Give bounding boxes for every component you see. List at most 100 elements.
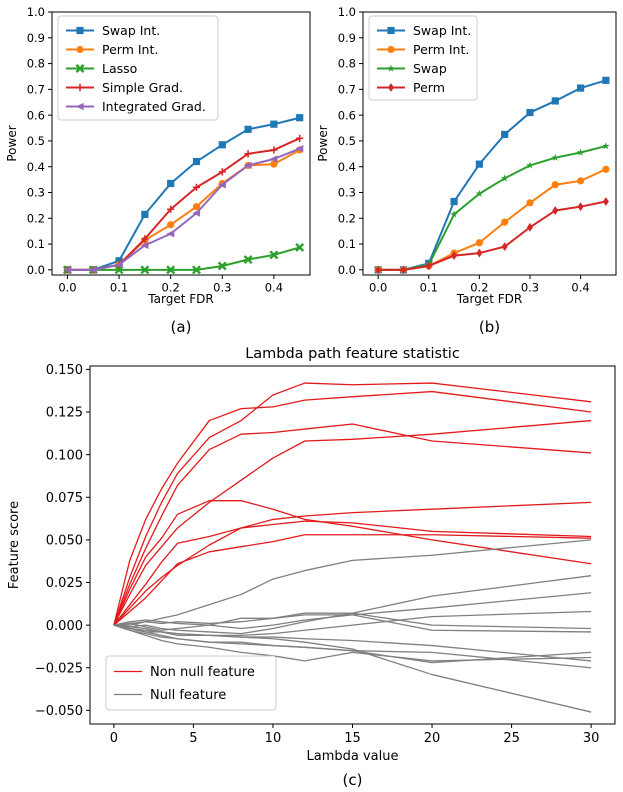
y-tick-label: 0.125 xyxy=(46,406,83,421)
x-axis: 0 5 10 15 20 25 30 xyxy=(110,724,600,746)
legend-marker xyxy=(76,45,84,54)
data-point xyxy=(500,174,509,182)
data-point xyxy=(476,248,483,258)
legend-box xyxy=(105,655,277,711)
data-point xyxy=(167,221,175,229)
legend-marker xyxy=(387,45,395,54)
y-tick-label: 0.3 xyxy=(27,186,45,200)
y-tick-label: 1.0 xyxy=(27,5,45,19)
x-axis-label: Target FDR xyxy=(456,292,522,306)
y-axis-label: Power xyxy=(316,125,330,161)
x-tick-label: 15 xyxy=(344,731,361,746)
series-line xyxy=(113,390,592,626)
legend-marker xyxy=(76,26,84,35)
y-tick-label: 0.000 xyxy=(46,619,83,634)
y-axis: 0.0 0.1 0.2 0.3 0.4 0.5 0.6 0.7 0.8 0.9 1.0 xyxy=(338,5,363,277)
legend-marker xyxy=(387,64,395,72)
series-line xyxy=(67,116,300,271)
legend-marker xyxy=(388,83,394,92)
legend-marker xyxy=(75,102,84,111)
panel-a: 0.0 0.1 0.2 0.3 0.40.00.10.20.30.40.50.60.70… xyxy=(5,5,311,336)
x-tick-label: 5 xyxy=(189,731,197,746)
y-axis-label: Feature score xyxy=(7,501,22,589)
y-tick-label: 0.9 xyxy=(27,31,45,45)
series-line xyxy=(67,149,301,271)
series-line xyxy=(67,246,300,271)
data-point xyxy=(192,209,201,217)
x-tick-label: 0.4 xyxy=(571,281,589,295)
data-point xyxy=(115,257,123,265)
data-point xyxy=(295,145,304,153)
series-line xyxy=(113,624,592,713)
x-tick-label: 0 xyxy=(110,731,118,746)
plot-frame xyxy=(362,11,617,276)
data-point xyxy=(192,203,201,211)
series-line xyxy=(378,200,607,271)
legend-label: Simple Grad. xyxy=(102,80,183,95)
data-point xyxy=(244,125,252,133)
data-point xyxy=(451,251,458,261)
y-tick-label: 0.4 xyxy=(27,160,45,174)
data-point xyxy=(243,161,252,170)
data-point xyxy=(400,265,407,275)
data-point xyxy=(217,261,227,271)
legend-marker xyxy=(387,26,395,35)
data-point xyxy=(425,261,432,271)
x-tick-label: 30 xyxy=(583,731,600,746)
legend-box xyxy=(368,15,478,101)
data-point xyxy=(244,150,252,158)
data-point xyxy=(192,265,201,275)
series-line xyxy=(113,500,592,626)
data-point xyxy=(192,157,201,166)
panel-c: 0 5 10 15 20 25 30 −0.050 −0.025 0.000 0.025 0.050 0… xyxy=(7,346,616,789)
data-point xyxy=(270,160,278,168)
legend: Non null feature Null feature xyxy=(105,655,277,711)
y-tick-label: 0.150 xyxy=(46,363,83,378)
x-tick-label: 0.1 xyxy=(110,281,128,295)
x-tick-label: 25 xyxy=(503,731,520,746)
legend-label: Swap Int. xyxy=(102,23,160,38)
y-tick-label: 0.6 xyxy=(338,108,356,122)
legend: Swap Int. Perm Int. Swap Perm xyxy=(368,15,478,101)
y-tick-label: 0.2 xyxy=(27,211,45,225)
data-point xyxy=(552,206,559,215)
data-point xyxy=(114,261,123,269)
legend-label: Perm xyxy=(413,80,445,95)
chart-title: Lambda path feature statistic xyxy=(245,346,460,362)
panel-label: (b) xyxy=(479,318,500,336)
x-tick-label: 10 xyxy=(265,731,282,746)
x-tick-label: 0.4 xyxy=(265,281,283,295)
panel-label: (a) xyxy=(171,318,192,336)
series-line xyxy=(113,520,592,626)
data-point xyxy=(526,199,534,207)
series-line xyxy=(113,501,592,626)
data-point xyxy=(141,235,149,243)
legend-marker xyxy=(75,64,85,73)
data-point xyxy=(270,146,278,154)
x-axis: 0.0 0.1 0.2 0.3 0.4 xyxy=(369,275,590,295)
series-line xyxy=(113,382,592,626)
legend-label: Lasso xyxy=(102,61,137,76)
data-point xyxy=(89,266,97,274)
data-point xyxy=(166,230,175,238)
data-point xyxy=(140,265,150,275)
data-point xyxy=(63,266,72,274)
data-point xyxy=(602,142,610,150)
series-group xyxy=(63,114,305,275)
y-axis: −0.050 −0.025 0.000 0.025 0.050 0.075 0.100 0.1… xyxy=(35,363,90,719)
y-tick-label: 0.8 xyxy=(338,57,356,71)
y-tick-label: 0.025 xyxy=(46,576,83,591)
legend-label: Integrated Grad. xyxy=(102,99,206,114)
x-tick-label: 0.2 xyxy=(162,281,180,295)
data-point xyxy=(602,76,610,84)
legend-label: Perm Int. xyxy=(102,42,158,57)
series-group xyxy=(113,382,592,713)
data-point xyxy=(551,153,560,161)
legend-label: Swap xyxy=(413,61,447,76)
data-point xyxy=(375,265,382,275)
series-line xyxy=(113,614,592,633)
series-line xyxy=(378,168,607,271)
plot-frame xyxy=(51,11,311,276)
data-point xyxy=(576,177,585,185)
